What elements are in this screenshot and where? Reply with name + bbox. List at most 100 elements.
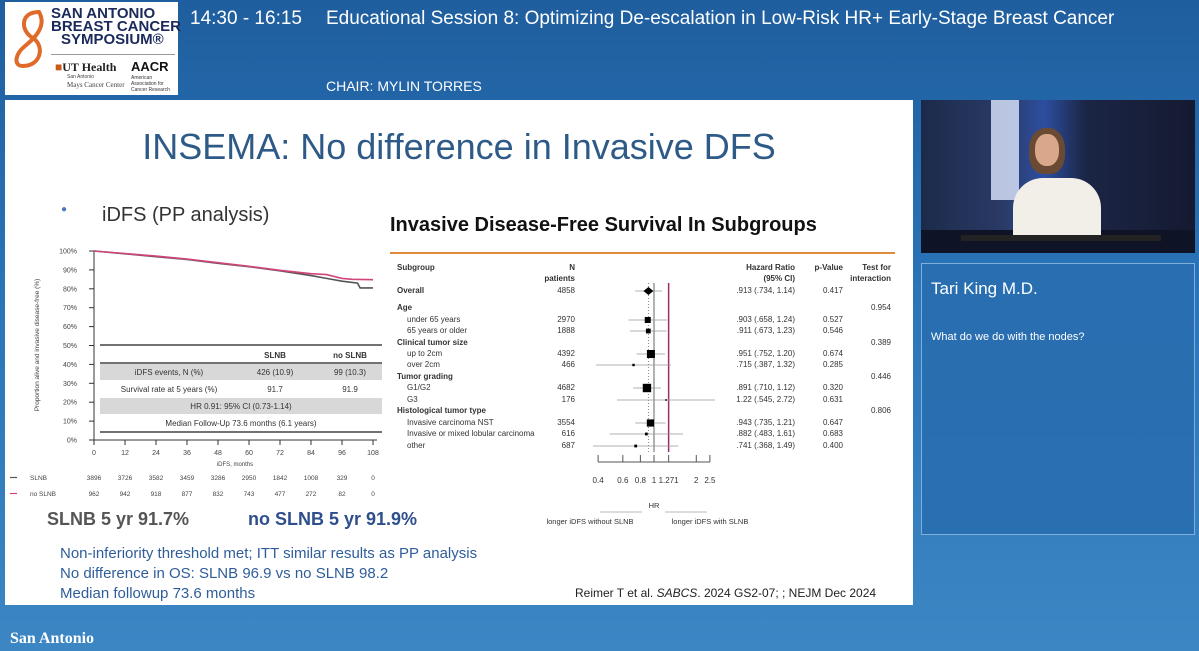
speaker-panel: Tari King M.D. What do we do with the no… <box>921 263 1195 535</box>
row-label: Age <box>397 303 413 312</box>
hr-tick-label: 2 <box>694 476 699 485</box>
at-risk-count: 0 <box>371 475 375 482</box>
km-table-cell: HR 0.91: 95% CI (0.73-1.14) <box>190 402 292 411</box>
footer-brand: San Antonio <box>10 630 95 647</box>
row-hr: .882 (.483, 1.61) <box>736 429 795 438</box>
hr-tick-label: 1 <box>652 476 657 485</box>
km-table-cell: iDFS events, N (%) <box>135 368 204 377</box>
hr-box <box>646 350 655 358</box>
aacr-sub: American Association for Cancer Research <box>131 75 170 93</box>
km-table-cell: Median Follow-Up 73.6 months (6.1 years) <box>165 419 317 428</box>
x-tick-label: 36 <box>183 450 191 457</box>
ut-health: UT Health <box>62 60 117 74</box>
x-tick-label: 60 <box>245 450 253 457</box>
note-line: No difference in OS: SLNB 96.9 vs no SLN… <box>60 565 389 582</box>
row-label: Overall <box>397 286 425 295</box>
km-curve-no-slnb <box>93 250 374 281</box>
row-label: under 65 years <box>407 315 461 324</box>
header-n: patients <box>544 274 575 283</box>
row-p: 0.527 <box>822 315 843 324</box>
at-risk-count: 329 <box>337 475 348 482</box>
header-hr: (95% CI) <box>763 274 795 283</box>
row-label: up to 2cm <box>407 349 443 358</box>
note-line: Non-inferiority threshold met; ITT simil… <box>60 545 478 562</box>
row-n: 3554 <box>557 418 575 427</box>
row-n: 616 <box>561 429 575 438</box>
row-p: 0.674 <box>822 349 843 358</box>
y-tick-label: 100% <box>59 249 77 256</box>
row-hr: .913 (.734, 1.14) <box>736 286 795 295</box>
ut-sub2: Mays Cancer Center <box>67 81 125 89</box>
bullet-icon: ● <box>61 204 68 215</box>
citation-detail: . 2024 GS2-07; ; NEJM Dec 2024 <box>697 586 877 600</box>
ut-sub: San Antonio <box>67 74 94 80</box>
row-n: 1888 <box>557 326 575 335</box>
row-p: 0.285 <box>822 360 843 369</box>
row-n: 2970 <box>557 315 575 324</box>
km-table-cell: no SLNB <box>333 351 367 360</box>
hr-tick-label: 1.271 <box>659 476 680 485</box>
at-risk-count: 877 <box>182 491 193 498</box>
left-direction-label: longer iDFS without SLNB <box>546 517 633 526</box>
hr-box <box>665 399 667 401</box>
noslnb-summary: no SLNB 5 yr 91.9% <box>248 509 418 529</box>
header-n: N <box>569 263 575 272</box>
hr-box <box>632 363 635 367</box>
x-axis-label: iDFS, months <box>217 462 253 468</box>
x-tick-label: 72 <box>276 450 284 457</box>
x-tick-label: 0 <box>92 450 96 457</box>
at-risk-count: 942 <box>120 491 131 498</box>
row-label: G3 <box>407 395 418 404</box>
hr-box <box>644 432 648 436</box>
session-title: Educational Session 8: Optimizing De-esc… <box>326 8 1115 29</box>
hr-box <box>644 317 651 323</box>
at-risk-count: 1842 <box>273 475 288 482</box>
row-interaction: 0.446 <box>870 372 891 381</box>
header-subgroup: Subgroup <box>397 263 435 272</box>
at-risk-count: 3286 <box>211 475 226 482</box>
header-int: Test for <box>862 263 891 272</box>
at-risk-count: 82 <box>338 491 346 498</box>
at-risk-count: 743 <box>244 491 255 498</box>
y-tick-label: 20% <box>63 400 77 407</box>
row-label: over 2cm <box>407 360 440 369</box>
at-risk-count: 2950 <box>242 475 257 482</box>
at-risk-count: 3726 <box>118 475 133 482</box>
session-chair: CHAIR: MYLIN TORRES <box>326 78 482 94</box>
aacr-logo: AACR <box>131 59 169 74</box>
row-label: Invasive or mixed lobular carcinoma <box>407 429 535 438</box>
at-risk-count: 832 <box>213 491 224 498</box>
citation: Reimer T et al. SABCS. 2024 GS2-07; ; NE… <box>575 586 876 600</box>
citation-venue: SABCS <box>656 586 698 600</box>
x-tick-label: 48 <box>214 450 222 457</box>
row-hr: .741 (.368, 1.49) <box>736 441 795 450</box>
note-line: Median followup 73.6 months <box>60 585 256 602</box>
forest-title: Invasive Disease-Free Survival In Subgro… <box>390 214 817 236</box>
table-row-bg <box>100 398 382 414</box>
y-tick-label: 0% <box>67 438 77 445</box>
at-risk-count: 3896 <box>87 475 102 482</box>
km-table-cell: SLNB <box>264 351 286 360</box>
slide-title: INSEMA: No difference in Invasive DFS <box>142 126 776 167</box>
row-label: Invasive carcinoma NST <box>407 418 494 427</box>
header-p: p-Value <box>814 263 843 272</box>
overall-diamond <box>643 287 654 295</box>
row-hr: .951 (.752, 1.20) <box>736 349 795 358</box>
logo-line3: SYMPOSIUM® <box>61 31 164 48</box>
speaker-video <box>921 100 1195 253</box>
row-interaction: 0.954 <box>870 303 891 312</box>
logo-line2: BREAST CANCER <box>51 18 182 35</box>
hr-box <box>646 419 655 427</box>
row-n: 4392 <box>557 349 575 358</box>
x-tick-label: 12 <box>121 450 129 457</box>
y-tick-label: 80% <box>63 286 77 293</box>
at-risk-group-label: SLNB <box>30 475 47 482</box>
forest-svg: 0.4 0.6 0.8 1 1.271 2 2.5 HR longer iDFS without… <box>546 283 748 526</box>
sabcs-logo: SAN ANTONIO BREAST CANCER SYMPOSIUM® ■UT… <box>5 2 182 95</box>
x-tick-label: 108 <box>367 450 379 457</box>
at-risk-count: 1008 <box>304 475 319 482</box>
row-label: Tumor grading <box>397 372 453 381</box>
row-interaction: 0.389 <box>870 338 891 347</box>
header-hr: Hazard Ratio <box>746 263 795 272</box>
